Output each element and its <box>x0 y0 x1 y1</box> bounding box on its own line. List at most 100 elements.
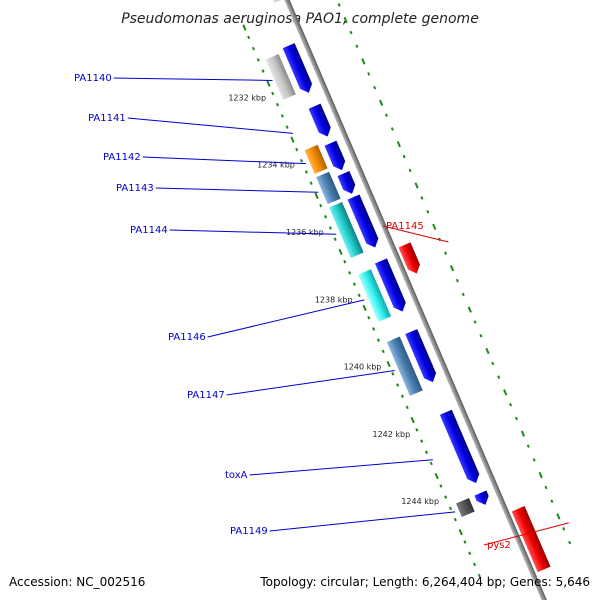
scale-tick-inner <box>314 192 319 199</box>
gene-label-pa1147[interactable]: PA1147 <box>187 390 225 401</box>
leader-line <box>269 511 456 532</box>
scale-tick-inner <box>261 69 265 73</box>
scale-tick-inner <box>271 91 275 96</box>
scale-tick-inner <box>391 372 395 376</box>
scale-tick-outer <box>343 16 348 24</box>
scale-tick-outer <box>568 540 572 545</box>
leader-line <box>142 156 307 165</box>
scale-tick-inner <box>477 573 481 578</box>
scale-tick-outer <box>420 196 424 200</box>
scale-tick-inner <box>328 226 332 230</box>
forward-gene-9 <box>474 490 489 505</box>
scale-tick-outer <box>461 292 465 297</box>
leader-line <box>382 225 449 243</box>
forward-gene-8 <box>439 409 480 484</box>
gene-label-pa1141[interactable]: PA1141 <box>88 113 126 124</box>
gene-pa1146-block <box>358 269 392 322</box>
accession-text: Accession: NC_002516 <box>9 575 145 589</box>
leader-line <box>249 459 433 476</box>
gene-label-pa1143[interactable]: PA1143 <box>116 183 154 194</box>
scale-tick-outer <box>491 361 495 366</box>
topology-text: Topology: circular; Length: 6,264,404 bp… <box>259 575 590 589</box>
scale-tick-inner <box>256 58 260 62</box>
forward-gene-2 <box>308 103 331 137</box>
scale-tick-inner <box>458 529 463 536</box>
scale-label: 1234 kbp <box>257 161 295 170</box>
scale-tick-inner <box>463 540 467 544</box>
scale-tick-inner <box>290 136 295 143</box>
scale-label: 1244 kbp <box>401 497 439 506</box>
scale-tick-outer <box>473 320 477 324</box>
leader-line <box>207 299 365 338</box>
scale-tick-inner <box>275 102 279 107</box>
scale-tick-inner <box>376 338 380 342</box>
scale-tick-outer <box>485 347 490 355</box>
gene-label-pa1146[interactable]: PA1146 <box>168 332 206 343</box>
scale-tick-outer <box>520 430 526 437</box>
scale-tick-inner <box>381 349 385 354</box>
scale-tick-inner <box>352 282 356 286</box>
scale-tick-inner <box>367 315 371 320</box>
scale-tick-inner <box>429 461 433 466</box>
gene-pa1149-block <box>456 498 475 517</box>
gene-label-pys2[interactable]: pys2 <box>487 540 511 551</box>
gene-label-pa1145[interactable]: PA1145 <box>386 221 424 232</box>
scale-label: 1240 kbp <box>344 363 382 372</box>
scale-tick-outer <box>367 72 371 76</box>
scale-tick-inner <box>324 215 328 219</box>
gene-label-pa1142[interactable]: PA1142 <box>103 152 141 163</box>
forward-gene-3 <box>324 140 346 171</box>
scale-label: 1232 kbp <box>228 93 266 102</box>
scale-tick-outer <box>532 458 536 462</box>
gene-label-toxa[interactable]: toxA <box>225 470 248 481</box>
scale-tick-outer <box>396 141 401 148</box>
scale-tick-outer <box>361 58 366 65</box>
scale-tick-outer <box>384 113 388 117</box>
scale-tick-inner <box>295 147 299 152</box>
scale-tick-outer <box>509 402 513 407</box>
scale-tick-inner <box>319 203 323 208</box>
scale-tick-outer <box>432 223 437 231</box>
scale-tick-inner <box>386 360 391 368</box>
leader-line <box>226 370 395 396</box>
scale-label: 1242 kbp <box>373 430 411 439</box>
scale-tick-outer <box>390 127 394 131</box>
scale-tick-outer <box>444 251 448 255</box>
scale-tick-outer <box>449 265 455 272</box>
scale-tick-inner <box>247 35 251 40</box>
scale-tick-inner <box>473 562 477 567</box>
gene-top-grey-block <box>269 0 287 3</box>
scale-tick-outer <box>526 444 530 448</box>
gene-pa1140-block <box>265 53 296 100</box>
scale-tick-outer <box>479 334 483 338</box>
gene-label-pa1149[interactable]: PA1149 <box>230 526 268 537</box>
leader-line <box>483 522 569 546</box>
scale-tick-inner <box>468 551 472 556</box>
tick-layer <box>242 3 572 578</box>
scale-tick-outer <box>455 278 459 283</box>
scale-tick-outer <box>514 416 518 421</box>
forward-gene-1 <box>282 43 313 93</box>
scale-tick-outer <box>562 527 566 531</box>
gene-pa1142-block <box>304 144 328 174</box>
scale-tick-inner <box>453 517 457 522</box>
scale-tick-outer <box>544 485 548 490</box>
gene-pys2-block <box>511 506 551 573</box>
gene-pa1144-block <box>329 201 364 258</box>
gene-pa1145-arrow <box>398 242 420 274</box>
scale-tick-outer <box>556 513 561 520</box>
gene-label-pa1144[interactable]: PA1144 <box>130 225 168 236</box>
gene-pa1147-block <box>386 336 423 396</box>
scale-tick-inner <box>424 450 428 455</box>
scale-tick-outer <box>426 209 430 214</box>
scale-tick-outer <box>550 499 554 504</box>
scale-tick-inner <box>251 46 255 51</box>
scale-tick-inner <box>304 170 308 174</box>
gene-label-pa1140[interactable]: PA1140 <box>74 73 112 84</box>
forward-gene-5 <box>347 194 379 248</box>
scale-tick-inner <box>444 495 448 499</box>
gene-layer <box>265 0 551 573</box>
scale-tick-outer <box>379 99 384 106</box>
scale-tick-inner <box>362 304 367 312</box>
